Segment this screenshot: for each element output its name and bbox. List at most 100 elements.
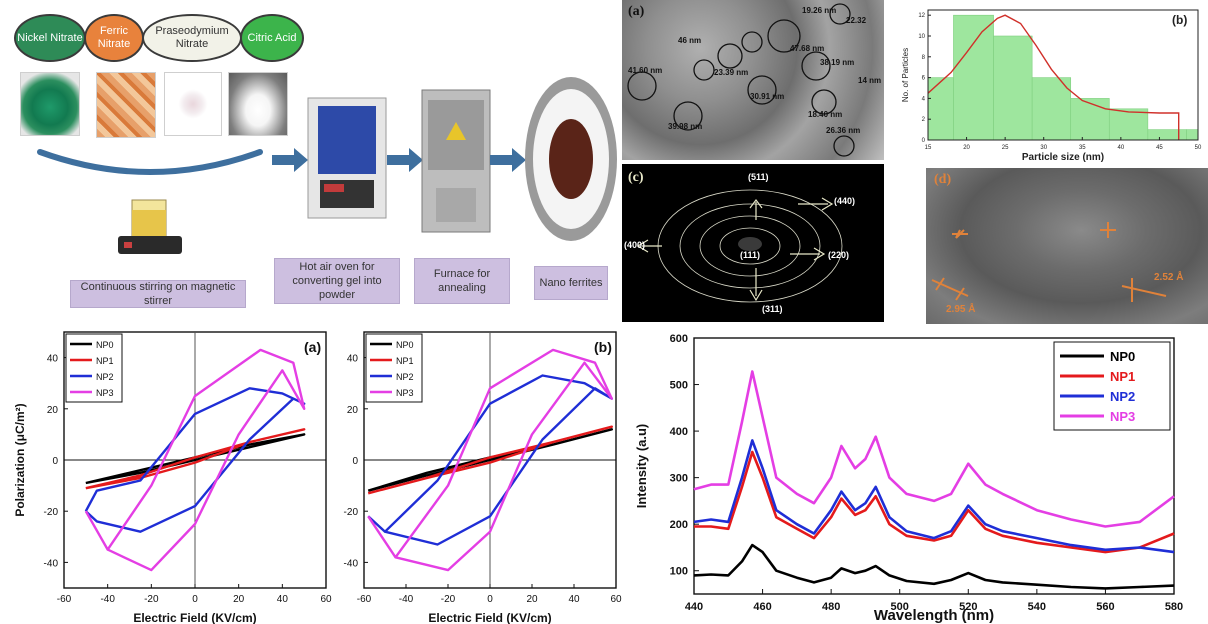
step-oven: Hot air oven for converting gel into pow… (274, 258, 400, 304)
histogram-y-tick-label: 2 (922, 117, 926, 123)
hrtem-spacing-label: 2.95 Å (946, 304, 976, 315)
saed-ring-label: (111) (740, 250, 761, 260)
hysteresis-x-tick-label: 40 (568, 594, 580, 605)
hysteresis-x-tick-label: -20 (441, 594, 456, 605)
histogram-x-tick-label: 15 (925, 145, 932, 151)
hysteresis-y-tick-label: -40 (344, 558, 359, 569)
hysteresis-x-tick-label: -40 (100, 594, 115, 605)
tem-size-label: 39.98 nm (668, 122, 703, 131)
histogram-bar (1147, 129, 1187, 141)
tem-size-label: 18.40 nm (808, 110, 843, 119)
hysteresis-legend-label: NP3 (396, 388, 414, 398)
histogram-y-tick-label: 10 (918, 34, 925, 40)
step-furnace: Furnace for annealing (414, 258, 510, 304)
tem-particle-overlay (627, 3, 855, 157)
pl-curve-np2 (693, 439, 1175, 554)
pl-y-tick-label: 500 (670, 380, 688, 392)
hysteresis-x-axis-label: Electric Field (KV/cm) (428, 611, 551, 624)
pl-curve-np0 (693, 543, 1175, 590)
hysteresis-y-tick-label: -20 (344, 507, 359, 518)
hysteresis-loop-np3 (367, 348, 613, 572)
hysteresis-legend-label: NP0 (96, 340, 114, 350)
reagent-oval-citric: Citric Acid (240, 14, 304, 62)
tem-size-label: 14 nm (858, 76, 882, 85)
hysteresis-y-tick-label: 0 (52, 456, 58, 467)
reagent-oval-nickel: Nickel Nitrate (14, 14, 86, 62)
tem-size-label: 23.39 nm (714, 68, 749, 77)
histogram-panel-label: (b) (1172, 13, 1187, 27)
hysteresis-x-axis-label: Electric Field (KV/cm) (133, 611, 256, 624)
pl-x-tick-label: 580 (1165, 601, 1183, 613)
annealing-furnace-icon (421, 89, 491, 233)
tem-micrograph: (a) 19.26 nm 22.32 46 nm 47.68 nm 23.39 … (622, 0, 884, 160)
histogram-bar (927, 77, 954, 141)
histogram-x-axis-label: Particle size (nm) (1022, 152, 1104, 163)
pl-curve-np3 (693, 370, 1175, 528)
hysteresis-y-tick-label: -40 (44, 558, 59, 569)
hysteresis-y-tick-label: -20 (44, 507, 59, 518)
saed-ring-label: (440) (834, 196, 856, 206)
tem-size-label: 30.91 nm (750, 92, 785, 101)
step-oven-label: Hot air oven for converting gel into pow… (292, 261, 382, 301)
saed-panel-label: (c) (628, 170, 644, 185)
histogram-bar (1031, 77, 1072, 141)
histogram-x-tick-label: 20 (963, 145, 970, 151)
hysteresis-x-tick-label: 20 (526, 594, 538, 605)
histogram-x-tick-label: 35 (1079, 145, 1086, 151)
histogram-x-tick-label: 25 (1002, 145, 1009, 151)
histogram-bar (953, 14, 994, 141)
histogram-bar (1070, 98, 1110, 141)
reagent-label: Praseodymium Nitrate (155, 25, 229, 50)
pl-y-tick-label: 200 (670, 519, 688, 531)
histogram-bar (993, 35, 1033, 141)
pl-y-axis-label: Intensity (a.u) (634, 424, 649, 509)
pl-x-tick-label: 540 (1028, 601, 1046, 613)
histogram-y-axis-label: No. of Particles (901, 48, 910, 102)
hysteresis-x-tick-label: 0 (192, 594, 198, 605)
histogram-x-tick-label: 45 (1156, 145, 1163, 151)
histogram-y-tick-label: 8 (922, 55, 926, 61)
hot-air-oven-icon (307, 97, 387, 219)
nano-ferrite-dish-icon (525, 77, 617, 241)
hysteresis-legend-label: NP0 (396, 340, 414, 350)
tem-size-label: 47.68 nm (790, 44, 825, 53)
hysteresis-y-tick-label: 20 (47, 405, 59, 416)
hysteresis-legend-label: NP1 (396, 356, 414, 366)
tem-size-label: 22.32 (846, 16, 867, 25)
pl-legend-label: NP3 (1110, 409, 1135, 424)
pl-legend-label: NP2 (1110, 389, 1135, 404)
hysteresis-panel-label: (b) (594, 339, 612, 355)
reagent-oval-ferric: Ferric Nitrate (84, 14, 144, 62)
step-stirring: Continuous stirring on magnetic stirrer (70, 280, 246, 308)
pl-x-tick-label: 440 (685, 601, 703, 613)
mixing-brace (37, 149, 263, 175)
tem-size-label: 41.60 nm (628, 66, 663, 75)
hysteresis-y-tick-label: 20 (347, 405, 359, 416)
histogram-y-tick-label: 12 (918, 13, 925, 19)
histogram-bar (1186, 129, 1199, 141)
pl-x-tick-label: 460 (753, 601, 771, 613)
tem-size-label: 19.26 nm (802, 6, 837, 15)
histogram-y-tick-label: 6 (922, 76, 926, 82)
hysteresis-x-tick-label: -20 (144, 594, 159, 605)
histogram-x-tick-label: 40 (1118, 145, 1125, 151)
histogram-bar (1108, 108, 1149, 141)
pl-x-axis-label: Wavelength (nm) (874, 607, 994, 624)
step-stirring-label: Continuous stirring on magnetic stirrer (80, 281, 236, 307)
reagent-label: Nickel Nitrate (17, 31, 83, 44)
photoluminescence-chart: 440 460 480 500 520 540 560 580 100 200 300 400 500 6… (634, 333, 1183, 624)
reagent-label: Ferric Nitrate (97, 25, 131, 50)
flow-arrow-1 (272, 148, 308, 172)
hysteresis-y-tick-label: 0 (352, 456, 358, 467)
histogram-y-tick-label: 4 (922, 96, 926, 102)
hysteresis-x-tick-label: -40 (399, 594, 414, 605)
hysteresis-legend-label: NP3 (96, 388, 114, 398)
saed-ring-label: (511) (748, 172, 769, 182)
pl-x-tick-label: 480 (822, 601, 840, 613)
hysteresis-legend (65, 333, 123, 403)
ferric-nitrate-powder-icon (96, 72, 156, 138)
histogram-fit-curve (927, 14, 1180, 140)
hysteresis-x-tick-label: 0 (487, 594, 493, 605)
step-nano: Nano ferrites (534, 266, 608, 300)
hysteresis-legend-label: NP2 (396, 372, 414, 382)
